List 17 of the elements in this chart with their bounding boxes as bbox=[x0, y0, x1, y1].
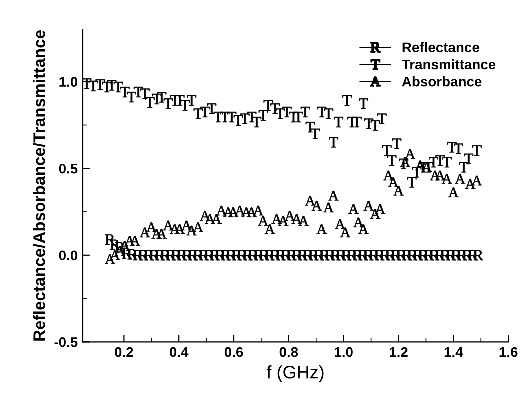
x-tick-label: 1.2 bbox=[390, 347, 408, 358]
y-axis-title: Reflectance/Absorbance/Transmittance bbox=[33, 30, 46, 341]
y-tick-label: -0.5 bbox=[54, 337, 78, 348]
legend-label: Reflectance bbox=[402, 42, 480, 53]
y-tick-label: 0.0 bbox=[59, 250, 78, 261]
legend-label: Absorbance bbox=[402, 76, 482, 87]
x-tick-label: 1.6 bbox=[500, 347, 518, 358]
y-tick-label: 1.0 bbox=[60, 77, 78, 88]
x-tick-label: 0.2 bbox=[115, 347, 134, 358]
x-tick-label: 0.6 bbox=[224, 347, 244, 358]
x-tick-label: 1.4 bbox=[444, 348, 464, 358]
x-tick-label: 0.8 bbox=[280, 347, 298, 358]
x-tick-label: 1.0 bbox=[335, 347, 353, 358]
legend-label: Transmittance bbox=[402, 59, 496, 70]
x-tick-label: 0.4 bbox=[170, 347, 189, 358]
y-tick-label: 0.5 bbox=[59, 164, 78, 174]
x-axis-title: f (GHz) bbox=[266, 366, 324, 382]
